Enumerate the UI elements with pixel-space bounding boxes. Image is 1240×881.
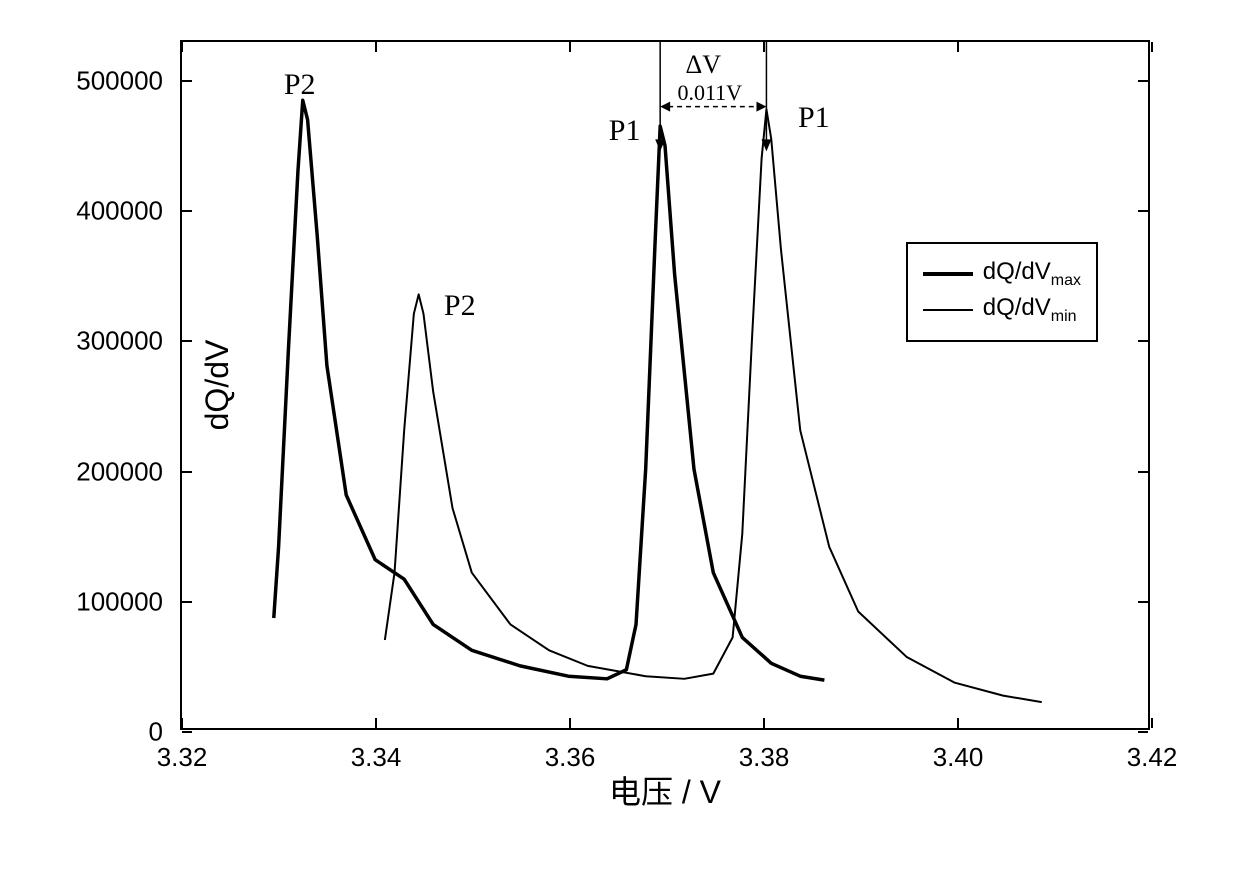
legend: dQ/dVmax dQ/dVmin [906, 242, 1098, 342]
x-tick-label: 3.36 [545, 742, 596, 773]
y-tick [182, 80, 192, 82]
legend-item-min: dQ/dVmin [923, 294, 1081, 326]
x-tick [957, 42, 959, 52]
y-tick [182, 731, 192, 733]
x-tick [375, 42, 377, 52]
y-tick [1138, 471, 1148, 473]
x-tick-label: 3.42 [1127, 742, 1178, 773]
y-tick [182, 471, 192, 473]
y-tick [1138, 340, 1148, 342]
y-tick [1138, 210, 1148, 212]
arrowhead-icon [756, 102, 766, 112]
x-tick [181, 718, 183, 728]
y-tick-label: 100000 [76, 586, 163, 617]
annotation-P1_left: P1 [609, 114, 641, 148]
legend-item-max: dQ/dVmax [923, 258, 1081, 290]
x-tick [763, 718, 765, 728]
annotation-P1_right: P1 [798, 101, 830, 135]
series-dQ/dV_min [385, 109, 1042, 702]
y-tick-label: 200000 [76, 456, 163, 487]
x-tick [375, 718, 377, 728]
y-axis-label: dQ/dV [199, 340, 236, 431]
legend-label-max: dQ/dVmax [983, 258, 1081, 290]
annotation-P2_right: P2 [444, 289, 476, 323]
y-tick-label: 300000 [76, 326, 163, 357]
y-tick [182, 601, 192, 603]
chart-container: 0100000200000300000400000500000 3.323.34… [50, 20, 1190, 860]
x-tick [569, 718, 571, 728]
y-tick [182, 340, 192, 342]
x-tick [181, 42, 183, 52]
plot-area: 0100000200000300000400000500000 3.323.34… [180, 40, 1150, 730]
y-tick [1138, 731, 1148, 733]
x-tick [569, 42, 571, 52]
y-tick [1138, 601, 1148, 603]
y-tick [1138, 80, 1148, 82]
x-axis-label: 电压 / V [609, 767, 721, 813]
x-tick [763, 42, 765, 52]
y-tick-label: 400000 [76, 196, 163, 227]
x-tick [1151, 718, 1153, 728]
x-tick [957, 718, 959, 728]
annotation-P2_left: P2 [284, 68, 316, 102]
x-tick-label: 3.34 [351, 742, 402, 773]
y-tick-label: 500000 [76, 66, 163, 97]
x-tick [1151, 42, 1153, 52]
legend-swatch-min [923, 309, 973, 311]
arrowhead-icon [660, 102, 670, 112]
legend-swatch-max [923, 272, 973, 276]
delta-v-label: ΔV [686, 50, 722, 80]
series-dQ/dV_max [274, 100, 825, 680]
legend-label-min: dQ/dVmin [983, 294, 1077, 326]
x-tick-label: 3.32 [157, 742, 208, 773]
x-tick-label: 3.40 [933, 742, 984, 773]
y-tick [182, 210, 192, 212]
x-tick-label: 3.38 [739, 742, 790, 773]
chart-svg [182, 42, 1148, 728]
delta-v-value: 0.011V [678, 80, 743, 106]
